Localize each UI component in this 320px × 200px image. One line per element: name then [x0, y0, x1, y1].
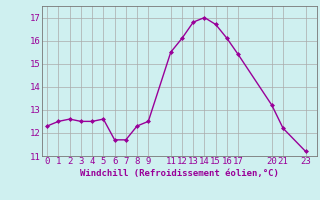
X-axis label: Windchill (Refroidissement éolien,°C): Windchill (Refroidissement éolien,°C): [80, 169, 279, 178]
